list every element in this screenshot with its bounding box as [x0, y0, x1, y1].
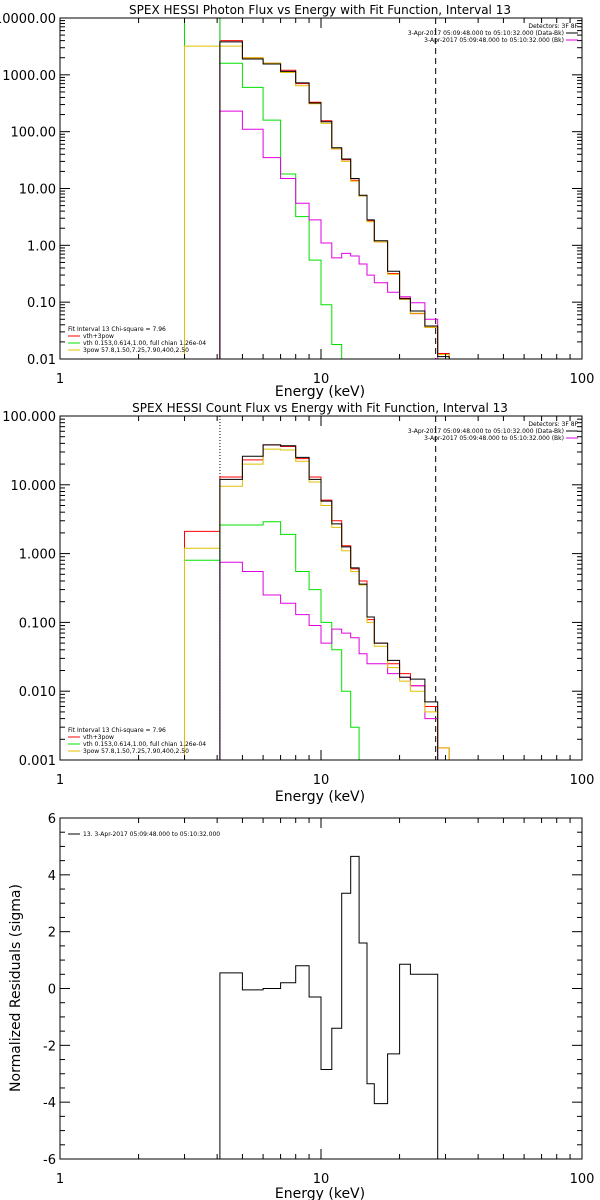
series-line-2	[219, 110, 439, 359]
y-tick-label: 0.100	[19, 616, 56, 631]
series-line-4	[219, 444, 450, 761]
count-series-group	[184, 416, 450, 761]
series-line-0	[219, 855, 439, 1159]
residuals-series-group	[219, 855, 439, 1159]
legend-entry-text: vth 0.153,0.614,1.00, full chian 1.26e-0…	[83, 741, 206, 748]
residuals-x-axis-label: Energy (keV)	[275, 1186, 365, 1200]
y-tick-label: 0.10	[27, 296, 56, 311]
y-tick-label: 2	[48, 926, 56, 941]
count-legends: Detectors: 3F 8F3-Apr-2017 05:09:48.000 …	[68, 421, 579, 755]
count-flux-panel: SPEX HESSI Count Flux vs Energy with Fit…	[2, 401, 594, 805]
y-tick-label: 1000.00	[2, 69, 56, 84]
legend-entry-text: 3-Apr-2017 05:09:48.000 to 05:10:32.000 …	[408, 30, 564, 37]
photon-legends: Detectors: 3F 8F3-Apr-2017 05:09:48.000 …	[68, 23, 579, 354]
y-tick-label: 10.00	[19, 183, 56, 198]
count-plot-frame	[59, 415, 583, 761]
x-tick-label: 10	[313, 1172, 330, 1187]
photon-flux-panel: SPEX HESSI Photon Flux vs Energy with Fi…	[0, 3, 594, 400]
y-tick-label: 1.00	[27, 239, 56, 254]
photon-plot-frame	[59, 17, 583, 360]
count-axes: 1 10 100 0.001 0.010 0.100 1.000 10.000 100.000	[2, 410, 594, 788]
y-tick-label: 10.000	[11, 479, 57, 494]
legend-entry-text: vth+3pow	[83, 734, 114, 741]
y-tick-label: 4	[48, 869, 56, 884]
legend-header: Detectors: 3F 8F	[528, 23, 578, 30]
residuals-axes: 1 10 100 -6 -4 -2 0 2 4 6	[43, 812, 594, 1187]
count-x-axis-label: Energy (keV)	[275, 789, 365, 805]
series-line-4	[219, 41, 450, 359]
x-tick-label: 10	[313, 372, 330, 387]
y-tick-label: -6	[43, 1153, 56, 1168]
legend-header: Fit Interval 13 Chi-square = 7.96	[68, 727, 166, 734]
x-tick-label: 100	[570, 773, 595, 788]
photon-chart-title: SPEX HESSI Photon Flux vs Energy with Fi…	[129, 3, 511, 17]
x-tick-label: 1	[56, 372, 64, 387]
residuals-panel: 1 10 100 -6 -4 -2 0 2 4 6 Energy (keV) Normalized…	[8, 812, 594, 1200]
photon-series-group	[184, 17, 450, 360]
legend-entry-text: vth 0.153,0.614,1.00, full chian 1.26e-0…	[83, 340, 206, 347]
series-line-0	[184, 444, 450, 760]
y-tick-label: 0.001	[19, 754, 56, 769]
x-tick-label: 100	[570, 1172, 595, 1187]
legend-header: Detectors: 3F 8F	[528, 421, 578, 428]
y-tick-label: 0.01	[27, 353, 56, 368]
residuals-y-axis-label: Normalized Residuals (sigma)	[8, 884, 24, 1092]
y-tick-label: 10000.00	[0, 12, 56, 27]
y-tick-label: 100.00	[11, 126, 57, 141]
x-tick-label: 10	[313, 773, 330, 788]
series-line-3	[184, 448, 450, 760]
photon-x-axis-label: Energy (keV)	[275, 384, 365, 400]
count-chart-title: SPEX HESSI Count Flux vs Energy with Fit…	[132, 401, 508, 415]
legend-header: Fit Interval 13 Chi-square = 7.96	[68, 326, 166, 333]
legend-entry-text: 3pow 57.8,1.50,7.25,7.90,400,2.50	[83, 347, 189, 354]
series-line-1	[184, 17, 351, 360]
x-tick-label: 1	[56, 773, 64, 788]
residuals-legend: 13. 3-Apr-2017 05:09:48.000 to 05:10:32.…	[68, 831, 220, 838]
x-tick-label: 100	[570, 372, 595, 387]
y-tick-label: 1.000	[19, 548, 56, 563]
photon-axes: 1 10 100 0.01 0.10 1.00 10.00 100.00 1000.00 1000…	[0, 12, 594, 387]
residuals-plot-frame	[59, 817, 583, 1160]
legend-entry-text: vth+3pow	[83, 333, 114, 340]
y-tick-label: 100.000	[2, 410, 56, 425]
y-tick-label: 0	[48, 983, 56, 998]
legend-entry-text: 3pow 57.8,1.50,7.25,7.90,400,2.50	[83, 748, 189, 755]
y-tick-label: 6	[48, 812, 56, 827]
y-tick-label: -2	[43, 1039, 56, 1054]
legend-entry-text: 3-Apr-2017 05:09:48.000 to 05:10:32.000 …	[424, 435, 564, 442]
legend-entry-text: 3-Apr-2017 05:09:48.000 to 05:10:32.000 …	[424, 37, 564, 44]
y-tick-label: -4	[43, 1096, 56, 1111]
legend-entry-text: 13. 3-Apr-2017 05:09:48.000 to 05:10:32.…	[83, 831, 220, 838]
series-line-1	[184, 521, 360, 760]
x-tick-label: 1	[56, 1172, 64, 1187]
legend-entry-text: 3-Apr-2017 05:09:48.000 to 05:10:32.000 …	[408, 428, 564, 435]
series-line-3	[184, 45, 450, 359]
series-line-2	[219, 561, 439, 760]
y-tick-label: 0.010	[19, 685, 56, 700]
